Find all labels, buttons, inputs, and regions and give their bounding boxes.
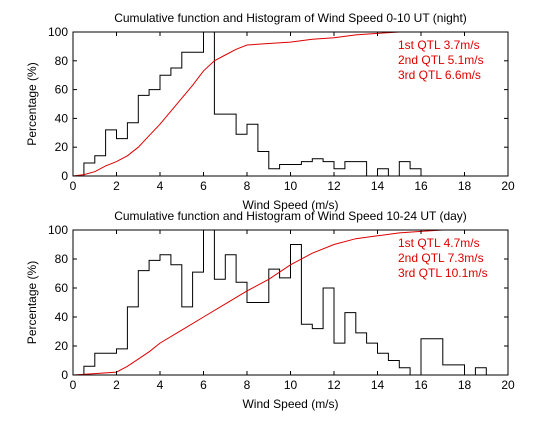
- y-tick-label: 40: [55, 310, 69, 324]
- cumulative-series: [72, 31, 508, 177]
- y-tick-label: 20: [55, 140, 69, 154]
- x-axis-label: Wind Speed (m/s): [242, 397, 338, 411]
- quartile-annotation: 1st QTL 4.7m/s: [398, 236, 480, 250]
- y-tick-label: 80: [55, 54, 69, 68]
- y-tick-label: 20: [55, 339, 69, 353]
- y-tick-label: 40: [55, 111, 69, 125]
- y-tick-label: 100: [48, 25, 68, 39]
- x-tick-label: 18: [458, 179, 472, 193]
- x-tick-label: 0: [70, 378, 77, 392]
- quartile-annotation: 2nd QTL 7.3m/s: [398, 251, 484, 265]
- x-tick-label: 16: [414, 378, 428, 392]
- y-tick-label: 80: [55, 252, 69, 266]
- x-tick-label: 6: [200, 179, 207, 193]
- x-tick-label: 20: [501, 378, 515, 392]
- panel-2: 0 2 4 6 8 10 12 14 16 18 20 0 20 40 60 80 100 Cumulative …: [25, 209, 515, 411]
- x-tick-label: 0: [70, 179, 77, 193]
- x-tick-label: 4: [157, 179, 164, 193]
- x-tick-label: 4: [157, 378, 164, 392]
- x-tick-label: 8: [244, 179, 251, 193]
- chart-title: Cumulative function and Histogram of Win…: [114, 209, 467, 223]
- x-tick-label: 20: [501, 179, 515, 193]
- cumulative-series: [72, 229, 508, 376]
- panel-1: 0 2 4 6 8 10 12 14 16 18 20 0 20 40 60 80 100 Cumulative …: [25, 11, 515, 212]
- y-tick-label: 60: [55, 83, 69, 97]
- x-tick-label: 2: [113, 179, 120, 193]
- y-axis-label: Percentage (%): [25, 261, 39, 344]
- x-tick-label: 10: [284, 179, 298, 193]
- y-axis-label: Percentage (%): [25, 62, 39, 145]
- y-tick-label: 100: [48, 223, 68, 237]
- x-axis-label: Wind Speed (m/s): [242, 198, 338, 212]
- x-tick-label: 6: [200, 378, 207, 392]
- quartile-annotation: 2nd QTL 5.1m/s: [398, 53, 484, 67]
- y-tick-label: 0: [61, 368, 68, 382]
- x-tick-label: 8: [244, 378, 251, 392]
- x-tick-label: 16: [414, 179, 428, 193]
- x-tick-label: 12: [327, 378, 341, 392]
- chart-title: Cumulative function and Histogram of Win…: [114, 11, 467, 25]
- plot-area: [73, 32, 508, 176]
- quartile-annotation: 1st QTL 3.7m/s: [398, 38, 480, 52]
- quartile-annotation: 3rd QTL 6.6m/s: [398, 68, 481, 82]
- x-tick-label: 14: [371, 179, 385, 193]
- x-tick-label: 2: [113, 378, 120, 392]
- y-tick-label: 60: [55, 281, 69, 295]
- x-tick-label: 12: [327, 179, 341, 193]
- quartile-annotation: 3rd QTL 10.1m/s: [398, 266, 488, 280]
- x-tick-label: 10: [284, 378, 298, 392]
- x-tick-label: 18: [458, 378, 472, 392]
- y-tick-label: 0: [61, 169, 68, 183]
- x-tick-label: 14: [371, 378, 385, 392]
